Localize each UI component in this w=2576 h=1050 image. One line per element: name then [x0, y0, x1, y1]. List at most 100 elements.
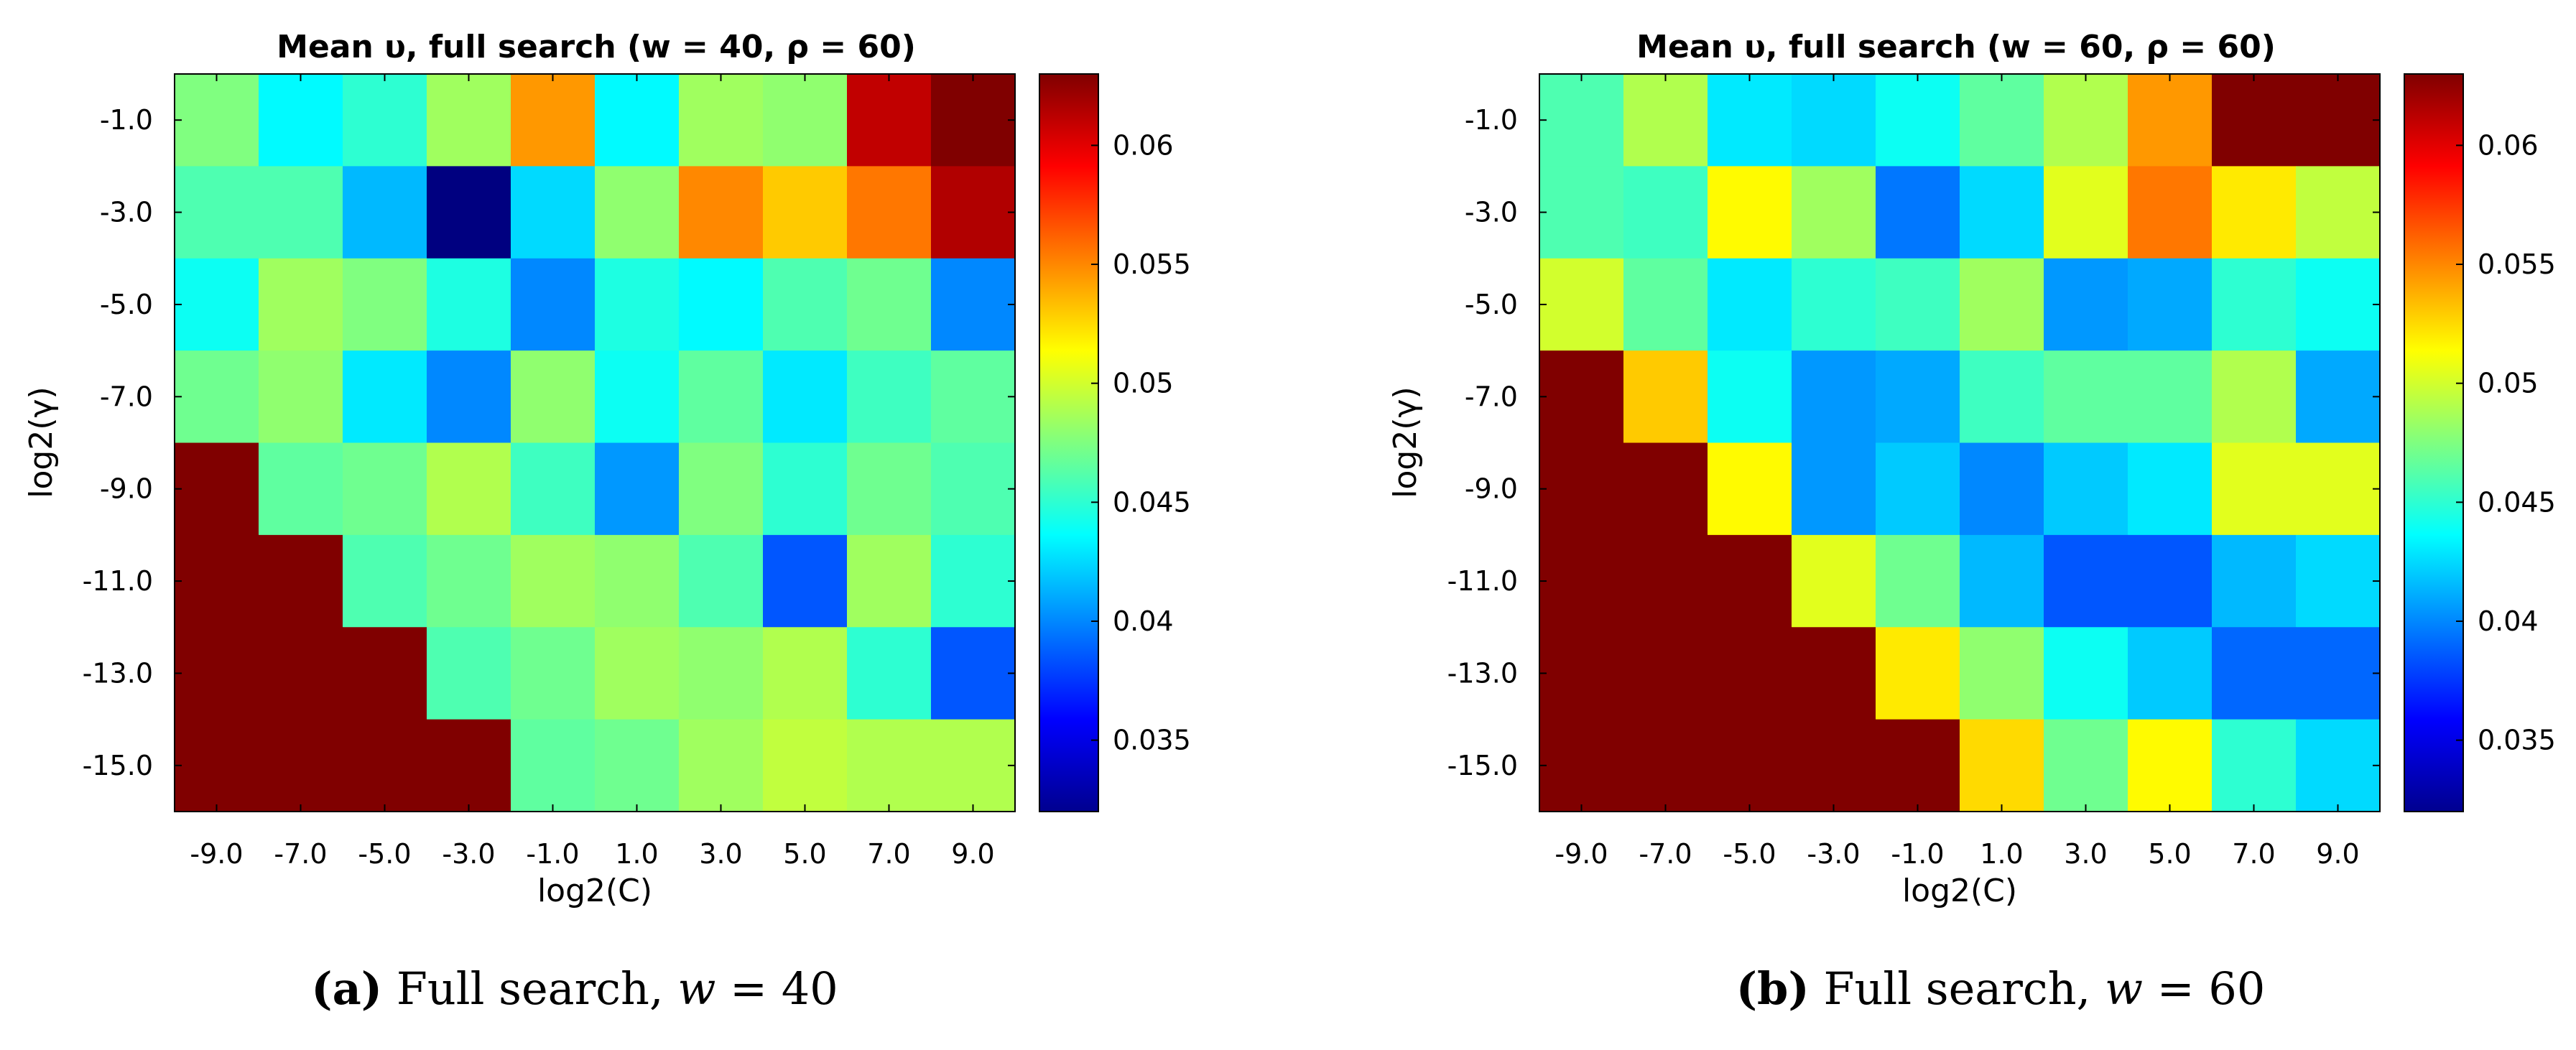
heatmap-cell	[511, 74, 596, 167]
y-tick-label: -5.0	[1465, 289, 1518, 320]
y-tick-label: -9.0	[100, 473, 153, 505]
heatmap-cell	[2296, 534, 2381, 628]
heatmap-cell	[1876, 442, 1960, 536]
caption-label: (b)	[1736, 962, 1810, 1015]
heatmap-cell	[2296, 74, 2381, 167]
heatmap-cell	[175, 350, 259, 444]
heatmap-cell	[1960, 350, 2044, 444]
heatmap-cell	[175, 627, 259, 720]
caption-math-symbol: w	[2104, 962, 2144, 1015]
heatmap-cell	[847, 442, 932, 536]
heatmap-cell	[595, 258, 680, 351]
heatmap-cell	[1623, 442, 1708, 536]
heatmap-cell	[847, 534, 932, 628]
x-tick-label: 5.0	[783, 838, 826, 870]
colorbar-axis: 0.06 0.055 0.05 0.045 0.04 0.035	[1091, 129, 1191, 756]
heatmap-cell	[1708, 74, 1792, 167]
heatmap-cell	[1876, 534, 1960, 628]
heatmap-cell	[2212, 258, 2297, 351]
y-tick-label: -7.0	[1465, 381, 1518, 412]
y-tick-label: -13.0	[83, 657, 153, 689]
heatmap-cell	[2128, 74, 2213, 167]
heatmap-cell	[1960, 258, 2044, 351]
heatmap-cell	[511, 166, 596, 259]
heatmap-cell	[427, 627, 511, 720]
y-tick-label: -9.0	[1465, 473, 1518, 505]
heatmap-cell	[427, 350, 511, 444]
colorbar-tick-label: 0.04	[2478, 605, 2539, 637]
heatmap-cell	[259, 258, 343, 351]
heatmap-cell	[343, 627, 427, 720]
heatmap-cell	[1792, 166, 1876, 259]
heatmap-cell	[511, 442, 596, 536]
y-tick-label: -15.0	[83, 750, 153, 781]
heatmap-cell	[847, 627, 932, 720]
heatmap-cell	[1876, 74, 1960, 167]
heatmap-cell	[595, 350, 680, 444]
x-tick-label: 1.0	[1980, 838, 2023, 870]
heatmap-cell	[427, 166, 511, 259]
heatmap-cell	[259, 350, 343, 444]
heatmap-cell	[2044, 166, 2128, 259]
heatmap-cell	[427, 442, 511, 536]
heatmap-cell	[2128, 442, 2213, 536]
y-tick-label: -11.0	[1447, 565, 1518, 597]
heatmap-cell	[1623, 258, 1708, 351]
heatmap-cell	[1708, 627, 1792, 720]
heatmap-cells	[175, 74, 1016, 812]
x-axis: -9.0 -7.0 -5.0 -3.0 -1.0 1.0 3.0 5.0 7.0 9.0	[1555, 74, 2360, 870]
heatmap-cell	[679, 166, 764, 259]
heatmap-cell	[847, 258, 932, 351]
heatmap-panel-b: Mean υ, full search (w = 60, ρ = 60) -9.…	[1387, 29, 2556, 909]
x-tick-label: -9.0	[190, 838, 243, 870]
heatmap-cell	[175, 534, 259, 628]
heatmap-cell	[1876, 166, 1960, 259]
heatmap-cell	[1792, 534, 1876, 628]
heatmap-cell	[1623, 719, 1708, 812]
x-axis: -9.0 -7.0 -5.0 -3.0 -1.0 1.0 3.0 5.0 7.0 9.0	[190, 74, 995, 870]
heatmap-cell	[1708, 258, 1792, 351]
heatmap-cell	[763, 719, 848, 812]
x-tick-label: 3.0	[699, 838, 742, 870]
chart-title: Mean υ, full search (w = 60, ρ = 60)	[1636, 29, 2276, 65]
heatmap-cell	[679, 627, 764, 720]
heatmap-cell	[1539, 74, 1624, 167]
heatmap-cell	[2296, 258, 2381, 351]
y-tick-label: -5.0	[100, 289, 153, 320]
heatmap-cell	[2296, 627, 2381, 720]
heatmap-cell	[1960, 719, 2044, 812]
caption-math-value: = 40	[715, 962, 838, 1015]
heatmap-cell	[931, 166, 1016, 259]
y-tick-label: -13.0	[1447, 657, 1518, 689]
heatmap-cell	[1623, 627, 1708, 720]
heatmap-cell	[427, 719, 511, 812]
x-tick-label: 9.0	[951, 838, 994, 870]
heatmap-cell	[511, 258, 596, 351]
heatmap-cell	[2044, 719, 2128, 812]
heatmap-cell	[2044, 627, 2128, 720]
heatmap-cell	[2296, 719, 2381, 812]
caption-math-value: = 60	[2143, 962, 2266, 1015]
heatmap-cell	[2212, 627, 2297, 720]
heatmap-cell	[1792, 350, 1876, 444]
heatmap-cell	[931, 442, 1016, 536]
heatmap-cell	[2212, 74, 2297, 167]
heatmap-cell	[1539, 442, 1624, 536]
heatmap-cell	[259, 534, 343, 628]
y-axis-label: log2(γ)	[1387, 386, 1424, 498]
heatmap-cell	[2128, 258, 2213, 351]
heatmap-cell	[175, 166, 259, 259]
caption-label: (a)	[311, 962, 383, 1015]
heatmap-cell	[2128, 534, 2213, 628]
heatmap-cell	[2296, 350, 2381, 444]
heatmap-cell	[679, 74, 764, 167]
heatmap-cell	[847, 350, 932, 444]
heatmap-cell	[595, 627, 680, 720]
heatmap-cell	[343, 442, 427, 536]
heatmap-cell	[1623, 74, 1708, 167]
heatmap-cell	[931, 534, 1016, 628]
heatmap-cell	[427, 258, 511, 351]
colorbar-tick-label: 0.055	[2478, 248, 2556, 280]
heatmap-cell	[2212, 350, 2297, 444]
heatmap-cell	[2212, 442, 2297, 536]
